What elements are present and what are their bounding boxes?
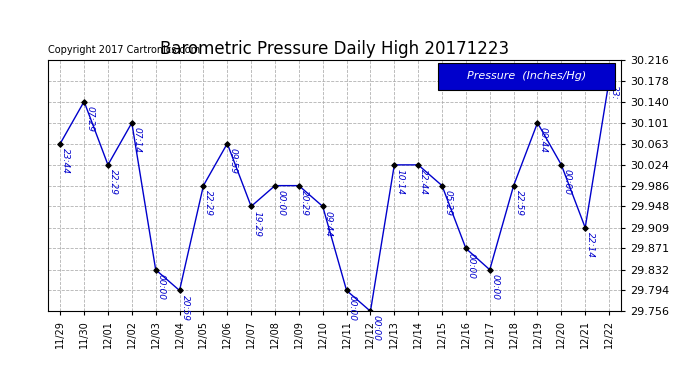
Text: 22:44: 22:44 (420, 169, 428, 195)
Text: 07:29: 07:29 (85, 106, 94, 132)
Text: 07:14: 07:14 (133, 127, 142, 153)
Text: 00:00: 00:00 (348, 295, 357, 321)
Text: 20:29: 20:29 (300, 190, 309, 216)
Point (126, 120, 137, 126)
Text: 23:44: 23:44 (61, 148, 70, 174)
Text: 22:29: 22:29 (109, 169, 118, 195)
Point (484, 267, 495, 273)
Text: 20:59: 20:59 (181, 295, 190, 321)
Text: 00:00: 00:00 (371, 315, 380, 341)
Text: 05:29: 05:29 (443, 190, 452, 216)
Point (55, 141, 66, 147)
FancyBboxPatch shape (437, 63, 615, 90)
Text: 00:00: 00:00 (491, 274, 500, 300)
Point (102, 162, 113, 168)
Text: 23:: 23: (610, 85, 619, 99)
Text: 19:29: 19:29 (252, 210, 262, 237)
Point (79, 99, 90, 105)
Text: 00:00: 00:00 (562, 169, 571, 195)
Point (556, 162, 567, 168)
Text: 22:14: 22:14 (586, 232, 595, 258)
Text: 22:59: 22:59 (515, 190, 524, 216)
Point (437, 183, 448, 189)
Text: 22:29: 22:29 (204, 190, 213, 216)
Point (604, 78, 615, 84)
Text: 00:00: 00:00 (157, 274, 166, 300)
Point (508, 183, 519, 189)
Point (388, 162, 400, 168)
Point (270, 183, 281, 189)
Text: 10:14: 10:14 (395, 169, 404, 195)
Point (317, 203, 328, 209)
Text: 09:44: 09:44 (324, 210, 333, 237)
Point (413, 162, 424, 168)
Point (341, 288, 352, 294)
Point (246, 203, 257, 209)
Point (580, 225, 591, 231)
Text: Copyright 2017 Cartronics.com: Copyright 2017 Cartronics.com (48, 45, 200, 55)
Title: Barometric Pressure Daily High 20171223: Barometric Pressure Daily High 20171223 (160, 40, 509, 58)
Text: 00:00: 00:00 (467, 253, 476, 279)
Point (293, 183, 304, 189)
Text: 00:00: 00:00 (276, 190, 285, 216)
Point (221, 141, 233, 147)
Point (150, 267, 161, 273)
Point (198, 183, 209, 189)
Text: Pressure  (Inches/Hg): Pressure (Inches/Hg) (467, 71, 586, 81)
Point (532, 120, 543, 126)
Text: 09:59: 09:59 (228, 148, 237, 174)
Point (365, 308, 376, 314)
Text: 09:44: 09:44 (538, 127, 548, 153)
Point (174, 288, 185, 294)
Point (460, 246, 471, 252)
